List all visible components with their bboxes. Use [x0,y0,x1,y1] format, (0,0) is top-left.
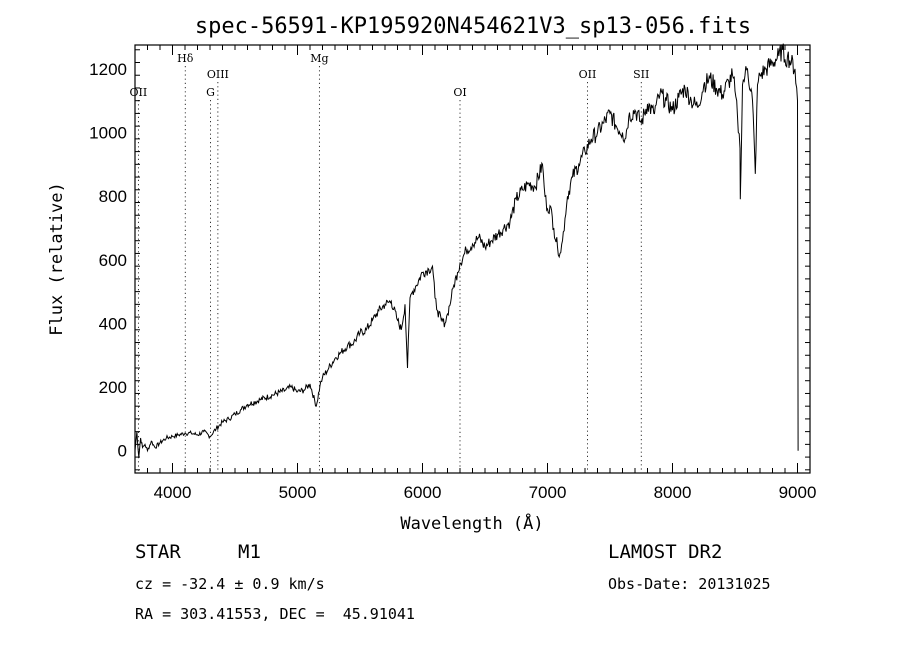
x-tick-label: 7000 [529,483,567,502]
x-tick-label: 9000 [779,483,817,502]
spectrum-line [134,43,799,458]
x-tick-label: 5000 [279,483,317,502]
y-tick-label: 800 [99,187,127,206]
x-tick-label: 6000 [404,483,442,502]
x-tick-label: 4000 [154,483,192,502]
axis-ticks: 4000 5000 6000 7000 8000 9000 0 200 400 600 800 100… [89,45,816,502]
line-label: Hδ [177,52,194,65]
line-label: OI [453,86,466,99]
line-label: G [206,86,215,99]
line-label: Mg [310,52,328,65]
survey-name: LAMOST DR2 [608,541,723,563]
coordinates: RA = 303.41553, DEC = 45.91041 [135,605,415,623]
observation-date: Obs-Date: 20131025 [608,575,771,593]
y-tick-label: 200 [99,378,127,397]
line-label: OIII [207,68,229,81]
spectrum-series [134,43,799,458]
y-tick-label: 600 [99,251,127,270]
line-label: OII [130,86,148,99]
x-axis-label: Wavelength (Å) [400,512,543,534]
y-tick-label: 1200 [89,60,127,79]
redshift-velocity: cz = -32.4 ± 0.9 km/s [135,575,325,593]
line-label: SII [633,68,649,81]
line-label: OII [579,68,597,81]
object-subclass: M1 [238,541,261,563]
object-class: STAR [135,541,181,563]
chart-title: spec-56591-KP195920N454621V3_sp13-056.fi… [195,14,751,39]
emission-line-markers: OII Hδ OIII G Mg OI OII SII [130,52,649,473]
y-tick-label: 0 [118,442,127,461]
plot-frame [134,44,811,474]
y-tick-label: 1000 [89,124,127,143]
y-tick-label: 400 [99,314,127,333]
y-axis-label: Flux (relative) [47,182,67,336]
x-tick-label: 8000 [654,483,692,502]
